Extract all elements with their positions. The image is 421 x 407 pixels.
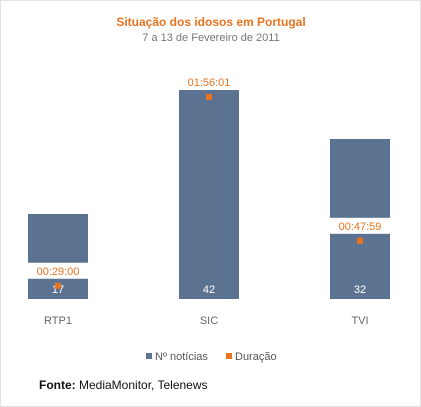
chart-title: Situação dos idosos em Portugal (116, 15, 305, 29)
duration-label-box-sic (178, 74, 240, 90)
duration-label-rtp1: 00:29:00 (37, 266, 80, 278)
legend-label-noticias: Nº notícias (155, 351, 208, 363)
legend-swatch-duracao (226, 353, 232, 359)
duration-marker-sic (206, 94, 212, 100)
chart-subtitle: 7 a 13 de Fevereiro de 2011 (142, 32, 279, 44)
source-label: Fonte: (39, 378, 76, 392)
bar-value-rtp1: 17 (52, 284, 64, 296)
duration-label-tvi: 00:47:59 (339, 221, 382, 233)
legend-swatch-noticias (146, 353, 152, 359)
legend-label-duracao: Duração (235, 351, 277, 363)
duration-label-box-tvi (329, 217, 391, 234)
bar-sic (179, 89, 239, 299)
x-tick-sic: SIC (200, 315, 218, 327)
bar-value-tvi: 32 (354, 284, 366, 296)
x-tick-tvi: TVI (351, 315, 368, 327)
source-text: MediaMonitor, Telenews (79, 378, 208, 392)
duration-label-box-rtp1 (27, 262, 89, 279)
duration-marker-rtp1 (55, 282, 61, 289)
source-note: Fonte: MediaMonitor, Telenews (39, 378, 208, 392)
x-tick-rtp1: RTP1 (44, 315, 72, 327)
bars-group: 17 RTP1 00:29:00 42 SIC 01:56:01 32 TVI 00:47:59 (27, 74, 391, 327)
bar-value-sic: 42 (203, 284, 215, 296)
duration-label-sic: 01:56:01 (188, 77, 231, 89)
duration-marker-tvi (357, 237, 363, 244)
chart-canvas: Situação dos idosos em Portugal 7 a 13 d… (27, 15, 391, 363)
legend: Nº notícias Duração (146, 351, 277, 363)
